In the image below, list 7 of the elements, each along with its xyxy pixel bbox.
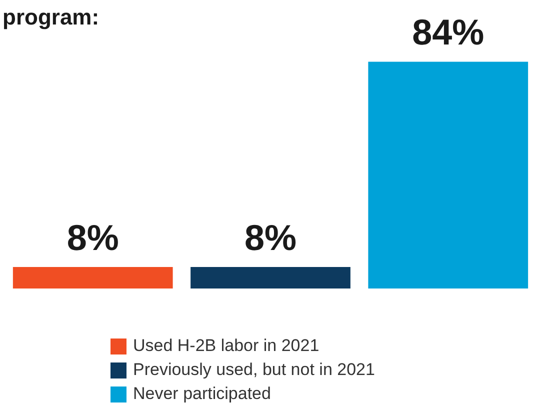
data-label: 8% bbox=[66, 216, 119, 258]
chart-title: program: bbox=[2, 4, 100, 30]
legend-label: Used H-2B labor in 2021 bbox=[133, 336, 320, 356]
data-label: 8% bbox=[244, 216, 297, 258]
legend-label: Previously used, but not in 2021 bbox=[133, 360, 375, 380]
legend-label: Never participated bbox=[133, 384, 271, 404]
data-label: 84% bbox=[412, 12, 484, 53]
